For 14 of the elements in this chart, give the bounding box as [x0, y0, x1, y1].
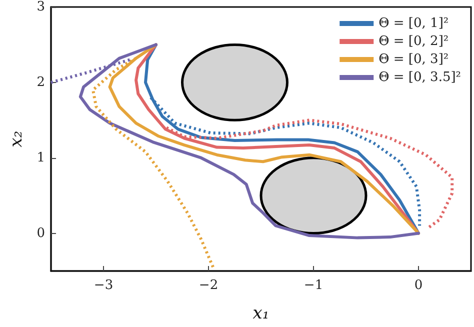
- legend-label: Θ = [0, 1]²: [378, 16, 449, 31]
- x-tick-label: −3: [94, 278, 114, 293]
- x-axis-title: x₁: [252, 304, 270, 324]
- legend-label: Θ = [0, 3]²: [378, 52, 449, 67]
- legend-label: Θ = [0, 2]²: [378, 34, 449, 49]
- x-tick-label: −1: [304, 278, 324, 293]
- legend-label: Θ = [0, 3.5]²: [378, 70, 462, 85]
- y-tick-label: 3: [36, 0, 45, 14]
- y-tick-label: 2: [36, 74, 45, 90]
- y-axis-title: x₂: [6, 130, 26, 148]
- x-tick-label: 0: [414, 278, 423, 293]
- y-tick-label: 1: [36, 150, 45, 166]
- y-tick-label: 0: [36, 226, 45, 241]
- x-tick-label: −2: [198, 278, 218, 293]
